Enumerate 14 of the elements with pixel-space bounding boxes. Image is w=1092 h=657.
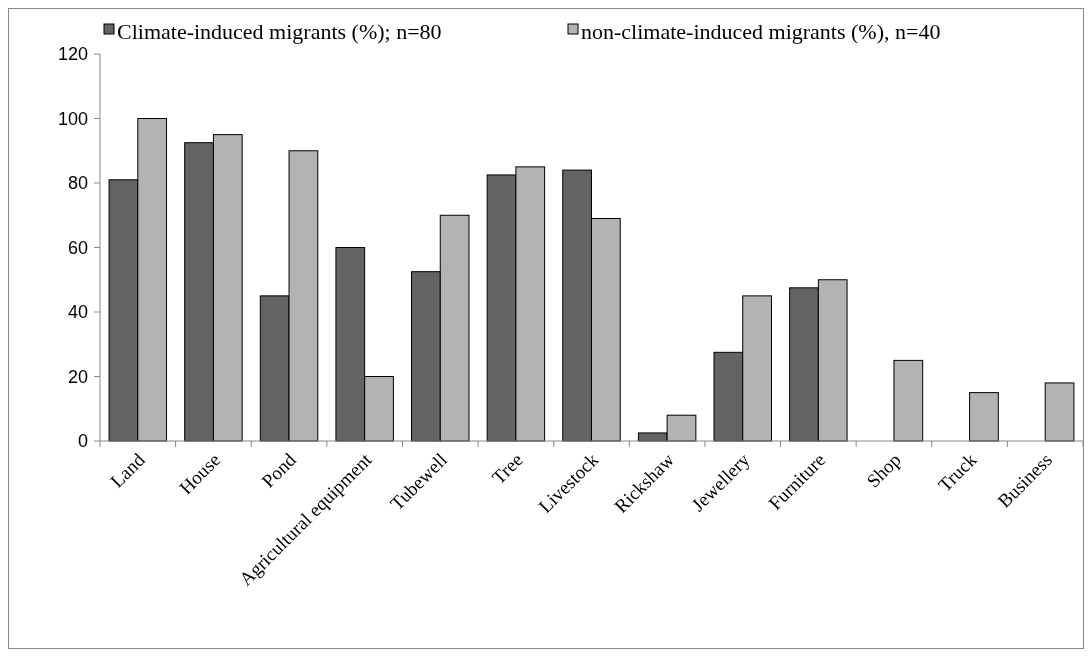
y-tick-label: 0 [77,431,88,452]
bar [969,392,999,442]
bar [893,359,924,442]
y-tick-label: 80 [67,173,88,194]
legend-label: Climate-induced migrants (%); n=80 [117,18,442,44]
y-tick-label: 100 [57,108,88,129]
y-tick-label: 120 [57,44,88,65]
x-tick-label: Shop [862,449,905,492]
x-tick-label: Tree [487,449,527,489]
y-tick-label: 40 [67,302,88,323]
legend-label: non-climate-induced migrants (%), n=40 [581,18,941,44]
y-tick-label: 20 [67,366,88,387]
bar [1044,382,1075,442]
y-tick-label: 60 [67,237,88,258]
